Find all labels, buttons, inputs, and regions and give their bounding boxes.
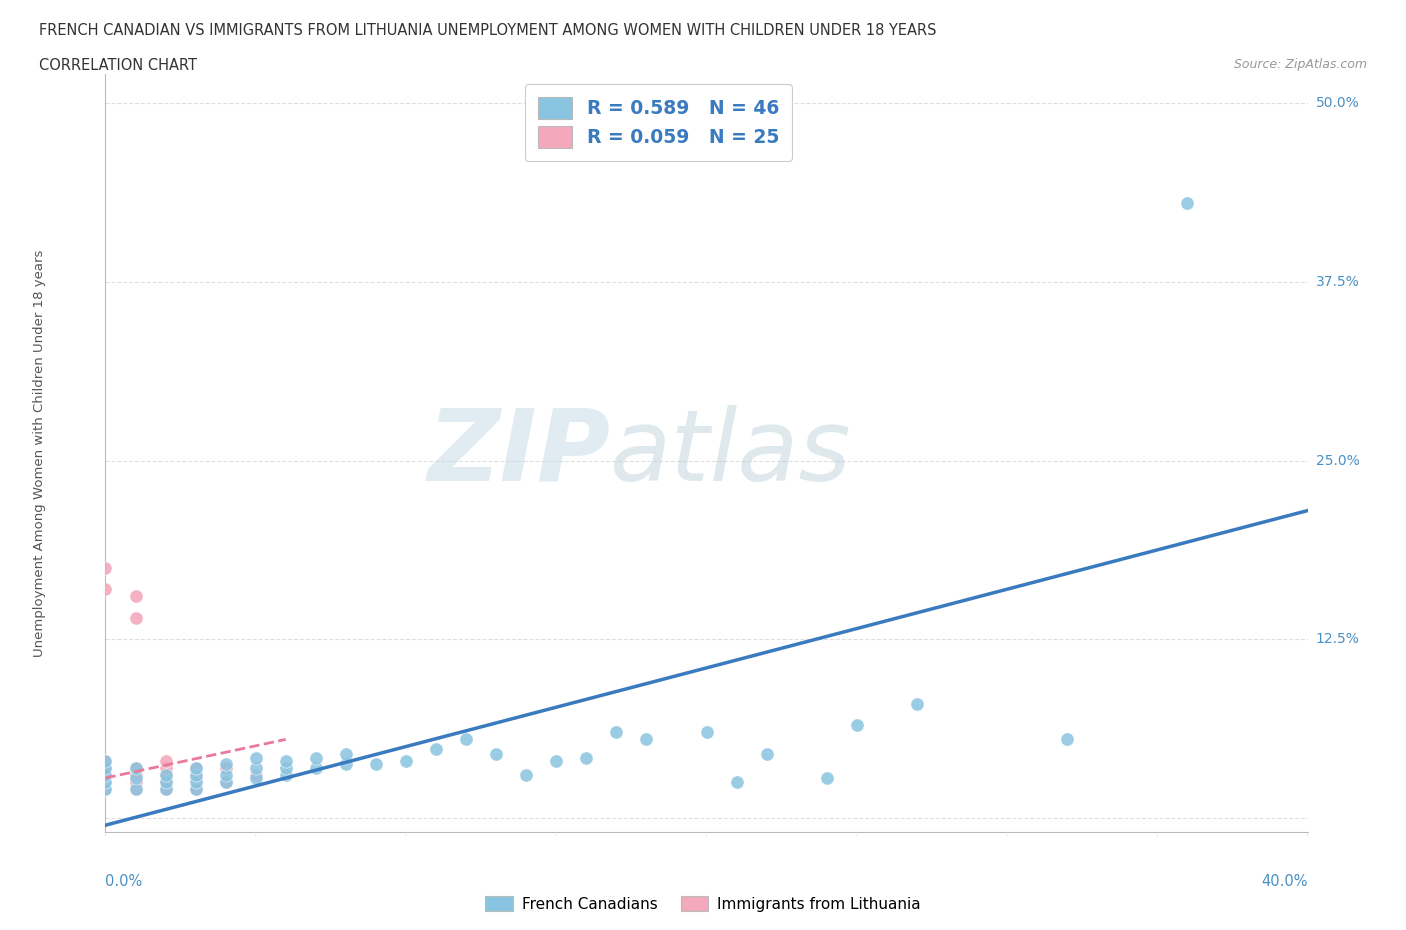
Point bbox=[575, 751, 598, 765]
Point bbox=[485, 746, 508, 761]
Point bbox=[124, 589, 146, 604]
Point bbox=[155, 775, 177, 790]
Legend: French Canadians, Immigrants from Lithuania: French Canadians, Immigrants from Lithua… bbox=[479, 889, 927, 918]
Point bbox=[155, 775, 177, 790]
Point bbox=[364, 756, 387, 771]
Point bbox=[515, 767, 537, 782]
Text: 0.0%: 0.0% bbox=[105, 874, 142, 889]
Text: Source: ZipAtlas.com: Source: ZipAtlas.com bbox=[1233, 58, 1367, 71]
Point bbox=[696, 724, 718, 739]
Legend: R = 0.589   N = 46, R = 0.059   N = 25: R = 0.589 N = 46, R = 0.059 N = 25 bbox=[524, 84, 792, 161]
Point bbox=[155, 767, 177, 782]
Point bbox=[94, 561, 117, 576]
Point bbox=[245, 767, 267, 782]
Point bbox=[184, 761, 207, 776]
Text: 40.0%: 40.0% bbox=[1261, 874, 1308, 889]
Point bbox=[124, 610, 146, 625]
Point bbox=[155, 767, 177, 782]
Text: atlas: atlas bbox=[610, 405, 852, 502]
Point bbox=[94, 767, 117, 782]
Point bbox=[94, 775, 117, 790]
Point bbox=[94, 775, 117, 790]
Point bbox=[155, 775, 177, 790]
Point bbox=[94, 582, 117, 597]
Point bbox=[124, 775, 146, 790]
Point bbox=[124, 782, 146, 797]
Point bbox=[1056, 732, 1078, 747]
Point bbox=[755, 746, 778, 761]
Point bbox=[214, 767, 236, 782]
Point bbox=[725, 775, 748, 790]
Point bbox=[274, 767, 297, 782]
Point bbox=[274, 753, 297, 768]
Point bbox=[155, 753, 177, 768]
Point bbox=[124, 782, 146, 797]
Text: 37.5%: 37.5% bbox=[1316, 274, 1360, 288]
Point bbox=[425, 742, 447, 757]
Point bbox=[245, 761, 267, 776]
Text: FRENCH CANADIAN VS IMMIGRANTS FROM LITHUANIA UNEMPLOYMENT AMONG WOMEN WITH CHILD: FRENCH CANADIAN VS IMMIGRANTS FROM LITHU… bbox=[39, 23, 936, 38]
Point bbox=[335, 756, 357, 771]
Text: 12.5%: 12.5% bbox=[1316, 632, 1360, 646]
Point bbox=[184, 771, 207, 786]
Point bbox=[155, 782, 177, 797]
Point bbox=[94, 767, 117, 782]
Point bbox=[94, 753, 117, 768]
Text: Unemployment Among Women with Children Under 18 years: Unemployment Among Women with Children U… bbox=[32, 249, 46, 658]
Point bbox=[184, 782, 207, 797]
Point bbox=[124, 771, 146, 786]
Point bbox=[454, 732, 477, 747]
Point bbox=[94, 782, 117, 797]
Point bbox=[214, 775, 236, 790]
Point bbox=[335, 746, 357, 761]
Point bbox=[124, 767, 146, 782]
Point bbox=[94, 782, 117, 797]
Point bbox=[155, 782, 177, 797]
Point bbox=[124, 761, 146, 776]
Point bbox=[605, 724, 627, 739]
Point bbox=[214, 756, 236, 771]
Point bbox=[184, 775, 207, 790]
Point bbox=[214, 761, 236, 776]
Point bbox=[1175, 195, 1198, 210]
Point bbox=[94, 761, 117, 776]
Point bbox=[94, 753, 117, 768]
Point bbox=[395, 753, 418, 768]
Point bbox=[94, 761, 117, 776]
Point bbox=[546, 753, 568, 768]
Point bbox=[214, 775, 236, 790]
Point bbox=[305, 751, 328, 765]
Point bbox=[245, 751, 267, 765]
Text: 50.0%: 50.0% bbox=[1316, 96, 1360, 110]
Point bbox=[155, 761, 177, 776]
Point bbox=[184, 761, 207, 776]
Point bbox=[636, 732, 658, 747]
Point bbox=[184, 782, 207, 797]
Text: ZIP: ZIP bbox=[427, 405, 610, 502]
Point bbox=[124, 761, 146, 776]
Text: CORRELATION CHART: CORRELATION CHART bbox=[39, 58, 197, 73]
Point bbox=[305, 761, 328, 776]
Point bbox=[274, 761, 297, 776]
Point bbox=[845, 718, 868, 733]
Point bbox=[184, 767, 207, 782]
Point bbox=[815, 771, 838, 786]
Text: 25.0%: 25.0% bbox=[1316, 454, 1360, 468]
Point bbox=[905, 697, 928, 711]
Point bbox=[245, 771, 267, 786]
